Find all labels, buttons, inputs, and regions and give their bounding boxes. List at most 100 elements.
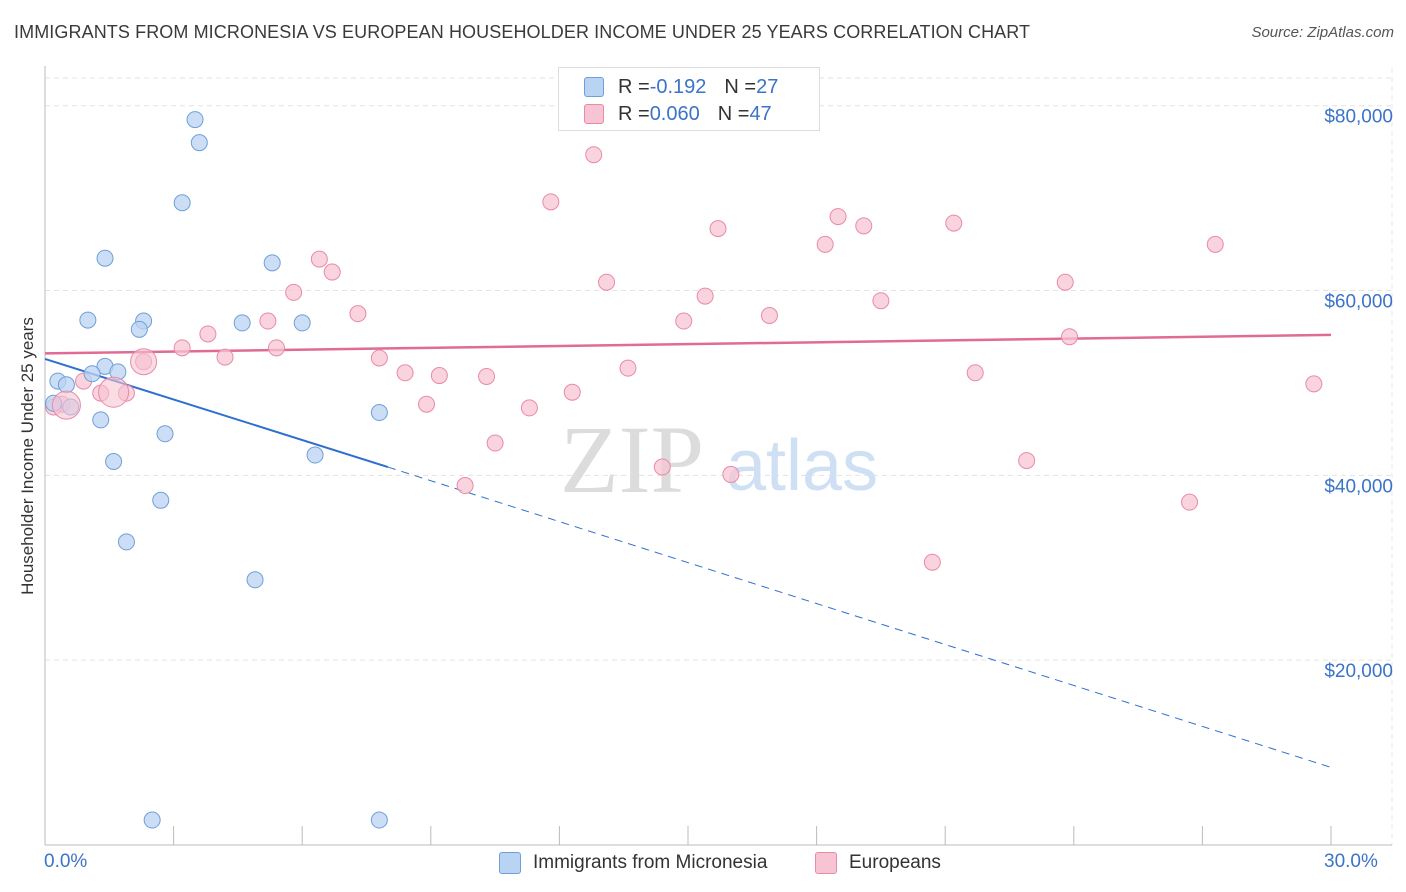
micronesia-point xyxy=(117,533,135,551)
watermark: ZIP atlas xyxy=(560,406,878,513)
europeans-point xyxy=(370,349,388,367)
micronesia-point xyxy=(293,314,311,332)
europeans-point xyxy=(675,312,693,330)
europeans-cluster-point xyxy=(130,348,158,376)
r-value: -0.192 xyxy=(649,75,707,98)
chart-title: IMMIGRANTS FROM MICRONESIA VS EUROPEAN H… xyxy=(14,22,1031,42)
europeans-point xyxy=(430,367,448,385)
europeans-point xyxy=(267,339,285,357)
micronesia-point xyxy=(306,446,324,464)
source-note: Source: ZipAtlas.com xyxy=(1251,24,1394,41)
europeans-point xyxy=(872,292,890,310)
r-label: R = xyxy=(618,75,650,98)
europeans-point xyxy=(619,359,637,377)
europeans-point xyxy=(1056,273,1074,291)
micronesia-point xyxy=(263,254,281,272)
europeans-point xyxy=(478,367,496,385)
europeans-point xyxy=(696,287,714,305)
micronesia-point xyxy=(143,811,161,829)
europeans-point xyxy=(966,364,984,382)
micronesia-point xyxy=(186,111,204,129)
micronesia-point xyxy=(190,134,208,152)
europeans-point xyxy=(598,273,616,291)
europeans-point xyxy=(945,214,963,232)
europeans-point xyxy=(323,263,341,281)
y-tick-label: $80,000 xyxy=(1324,107,1393,128)
series-legend: Immigrants from Micronesia Europeans xyxy=(0,850,1406,878)
n-value: 27 xyxy=(756,75,779,98)
r-value: 0.060 xyxy=(649,102,700,125)
europeans-trend-line xyxy=(44,333,1332,355)
europeans-point xyxy=(1206,235,1224,253)
grid-lines xyxy=(45,68,1393,845)
europeans-point xyxy=(585,146,603,164)
legend-item-europeans[interactable]: Europeans xyxy=(815,852,941,874)
watermark-atlas: atlas xyxy=(726,426,878,506)
europeans-point xyxy=(760,306,778,324)
trend-lines xyxy=(44,333,1332,768)
europeans-point xyxy=(1061,328,1079,346)
axes xyxy=(44,66,1392,846)
europeans-point xyxy=(542,193,560,211)
europeans-point xyxy=(259,312,277,330)
n-value: 47 xyxy=(749,102,772,125)
europeans-point xyxy=(855,217,873,235)
europeans-point xyxy=(349,305,367,323)
micronesia-point xyxy=(105,453,123,470)
europeans-point xyxy=(520,399,538,417)
micronesia-trend-line xyxy=(44,357,389,468)
europeans-point xyxy=(216,348,234,366)
europeans-point xyxy=(310,250,328,268)
x-tick-max: 30.0% xyxy=(1324,851,1378,872)
micronesia-point xyxy=(370,811,388,829)
blue-swatch-icon xyxy=(499,852,521,874)
europeans-point xyxy=(486,434,504,452)
europeans-point xyxy=(653,458,671,476)
europeans-point xyxy=(456,477,474,495)
europeans-point xyxy=(418,395,436,413)
micronesia-point xyxy=(156,425,174,443)
europeans-cluster-point xyxy=(51,390,81,420)
europeans-point xyxy=(1181,493,1199,511)
micronesia-point xyxy=(233,314,251,332)
europeans-point xyxy=(709,220,727,238)
legend-item-micronesia[interactable]: Immigrants from Micronesia xyxy=(499,852,767,874)
europeans-point xyxy=(173,339,191,357)
micronesia-point xyxy=(57,376,75,394)
r-label: R = xyxy=(618,102,650,125)
micronesia-point xyxy=(96,249,114,267)
europeans-point xyxy=(563,383,581,401)
micronesia-point xyxy=(83,365,101,383)
micronesia-point xyxy=(92,411,110,429)
y-tick-label: $40,000 xyxy=(1324,476,1393,497)
legend-label-micronesia: Immigrants from Micronesia xyxy=(533,852,768,873)
micronesia-point xyxy=(173,194,191,212)
x-tick-min: 0.0% xyxy=(44,851,88,872)
pink-swatch-icon xyxy=(815,852,837,874)
legend-row-micronesia: R = -0.192 N = 27 xyxy=(584,75,778,99)
data-points xyxy=(45,111,1323,829)
legend-row-europeans: R = 0.060 N = 47 xyxy=(584,102,772,126)
micronesia-point xyxy=(152,491,170,509)
blue-swatch-icon xyxy=(584,77,604,97)
micronesia-point xyxy=(370,404,388,422)
micronesia-point xyxy=(79,311,97,329)
europeans-point xyxy=(396,364,414,382)
n-label: N = xyxy=(717,102,750,125)
correlation-legend: R = -0.192 N = 27 R = 0.060 N = 47 xyxy=(558,67,820,131)
n-label: N = xyxy=(724,75,757,98)
europeans-point xyxy=(722,465,740,483)
legend-label-europeans: Europeans xyxy=(849,852,941,873)
watermark-zip: ZIP xyxy=(560,406,704,513)
y-tick-label: $60,000 xyxy=(1324,292,1393,313)
micronesia-point xyxy=(246,571,264,589)
micronesia-point xyxy=(130,320,148,338)
europeans-point xyxy=(816,235,834,253)
europeans-point xyxy=(199,325,217,343)
europeans-point xyxy=(285,283,303,301)
europeans-point xyxy=(1305,375,1323,393)
micronesia-trend-extension xyxy=(387,466,1332,768)
pink-swatch-icon xyxy=(584,104,604,124)
europeans-cluster-point xyxy=(98,376,130,408)
